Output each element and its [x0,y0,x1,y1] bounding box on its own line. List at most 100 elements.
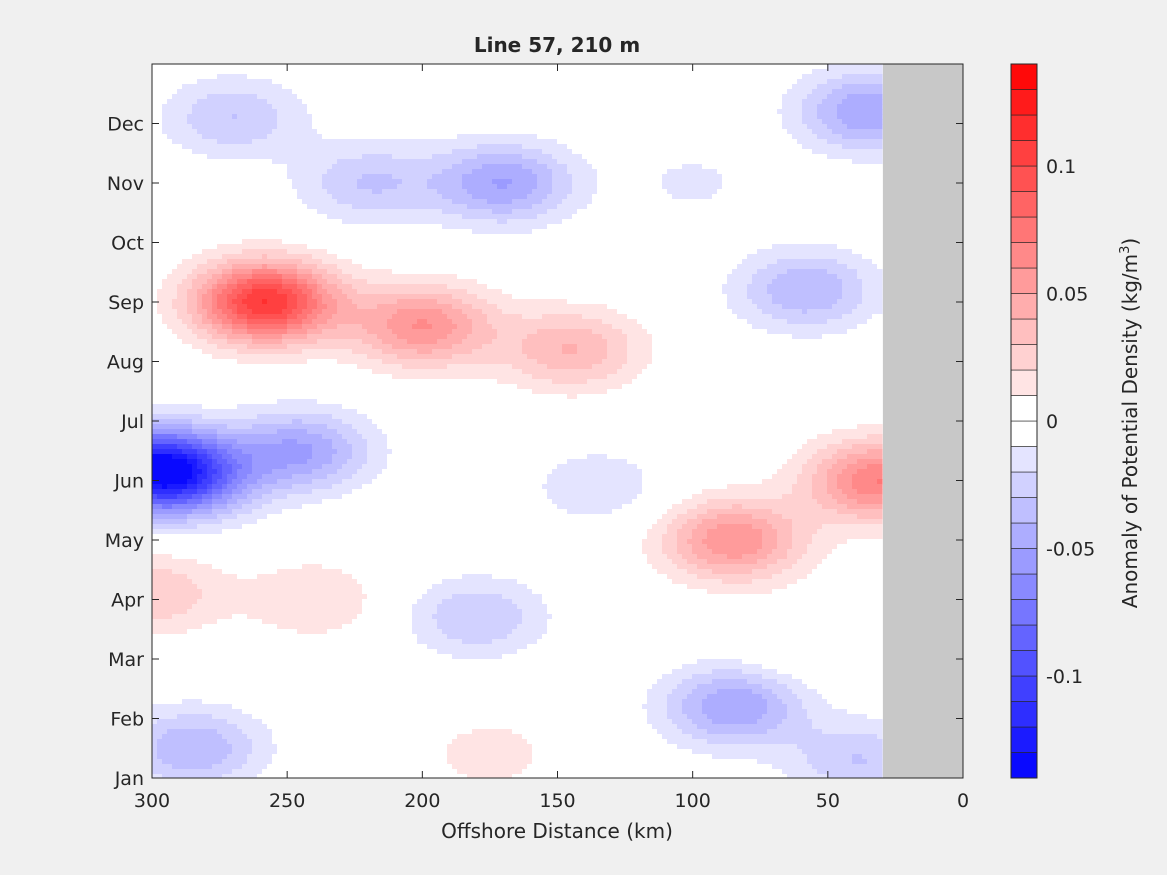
contour-cell [347,84,353,90]
contour-cell [797,84,803,90]
contour-cell [162,99,168,105]
contour-cell [547,139,553,145]
contour-cell [547,64,553,70]
contour-cell [282,94,288,100]
contour-cell [862,124,868,130]
contour-cell [347,144,353,150]
contour-cell [172,219,178,225]
contour-cell [762,159,768,165]
contour-cell [402,149,408,155]
contour-cell [492,114,498,120]
contour-cell [707,109,713,115]
contour-cell [197,89,203,95]
contour-cell [182,144,188,150]
contour-cell [692,84,698,90]
contour-cell [632,174,638,180]
contour-cell [817,64,823,70]
contour-cell [437,114,443,120]
contour-cell [832,109,838,115]
contour-cell [807,99,813,105]
contour-cell [157,134,163,140]
contour-cell [232,119,238,125]
contour-cell [197,99,203,105]
contour-cell [652,164,658,170]
contour-cell [632,204,638,210]
contour-cell [612,144,618,150]
contour-cell [507,109,513,115]
contour-cell [512,89,518,95]
contour-cell [452,149,458,155]
contour-cell [767,224,773,230]
contour-cell [822,214,828,220]
contour-cell [732,154,738,160]
contour-cell [167,159,173,165]
contour-cell [802,154,808,160]
contour-cell [872,99,878,105]
contour-cell [857,149,863,155]
contour-cell [767,219,773,225]
contour-cell [347,134,353,140]
contour-cell [507,129,513,135]
contour-cell [332,99,338,105]
contour-cell [322,124,328,130]
contour-cell [577,139,583,145]
contour-cell [172,174,178,180]
contour-cell [232,129,238,135]
contour-cell [432,214,438,220]
contour-cell [482,169,488,175]
contour-cell [877,119,883,125]
contour-cell [732,124,738,130]
contour-cell [162,139,168,145]
contour-cell [262,219,268,225]
contour-cell [822,204,828,210]
contour-cell [707,89,713,95]
contour-cell [417,204,423,210]
contour-cell [187,229,193,235]
contour-cell [227,209,233,215]
contour-cell [247,134,253,140]
contour-cell [207,209,213,215]
contour-cell [702,144,708,150]
contour-cell [872,84,878,90]
contour-cell [352,164,358,170]
contour-cell [322,164,328,170]
contour-cell [212,159,218,165]
contour-cell [827,149,833,155]
contour-cell [677,89,683,95]
contour-cell [207,89,213,95]
contour-cell [287,214,293,220]
contour-cell [637,114,643,120]
contour-cell [662,219,668,225]
contour-cell [162,104,168,110]
contour-cell [747,144,753,150]
contour-cell [557,139,563,145]
contour-cell [727,74,733,80]
contour-cell [877,154,883,160]
contour-cell [542,224,548,230]
contour-cell [717,119,723,125]
contour-cell [282,134,288,140]
contour-cell [767,174,773,180]
contour-cell [682,219,688,225]
contour-cell [727,99,733,105]
contour-cell [682,99,688,105]
contour-cell [187,139,193,145]
contour-cell [567,214,573,220]
contour-cell [607,144,613,150]
contour-cell [287,99,293,105]
contour-cell [847,129,853,135]
contour-cell [627,89,633,95]
contour-cell [177,139,183,145]
contour-cell [372,209,378,215]
contour-cell [172,169,178,175]
contour-cell [617,129,623,135]
contour-cell [582,69,588,75]
contour-cell [167,69,173,75]
contour-cell [762,174,768,180]
contour-cell [572,134,578,140]
contour-cell [232,209,238,215]
contour-cell [442,64,448,70]
contour-cell [867,99,873,105]
contour-cell [392,89,398,95]
contour-cell [492,214,498,220]
